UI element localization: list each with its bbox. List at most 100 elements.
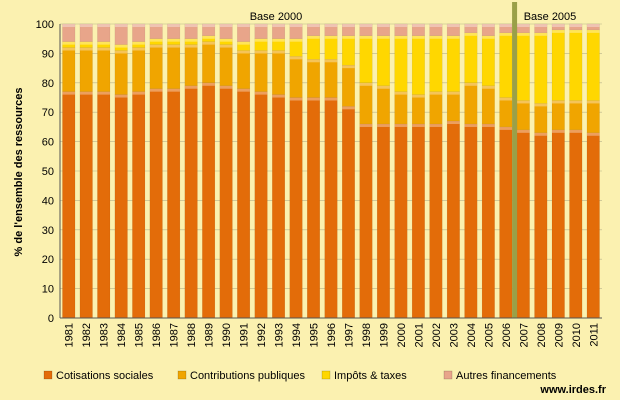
y-tick-label: 100	[36, 19, 54, 31]
x-tick-label: 2005	[483, 323, 495, 347]
y-tick-label: 0	[48, 313, 54, 325]
x-tick-label: 2000	[396, 323, 408, 347]
bar-highlight	[586, 24, 600, 27]
bar-highlight	[377, 85, 390, 89]
x-tick-label: 2006	[501, 323, 513, 347]
bar-segment-cotisations-sociales-1987	[167, 88, 181, 319]
bar-highlight	[202, 35, 215, 39]
bar-highlight	[219, 85, 233, 89]
bar-segment-contributions-publiques-1987	[167, 44, 181, 89]
bar-highlight	[272, 50, 285, 54]
bar-segment-autres-financements-1999	[376, 23, 390, 36]
legend-label: Impôts & taxes	[334, 370, 407, 382]
bar-highlight	[359, 123, 373, 127]
bar-segment-cotisations-sociales-1981	[62, 91, 76, 319]
x-tick-label: 1999	[378, 323, 390, 347]
bar-highlight	[254, 24, 268, 27]
source-credit: www.irdes.fr	[539, 384, 606, 396]
bar-highlight	[202, 82, 215, 86]
bar-segment-imp-ts-taxes-2000	[394, 35, 408, 92]
bar-segment-autres-financements-1987	[167, 23, 181, 39]
bar-segment-cotisations-sociales-1982	[79, 91, 93, 319]
legend-swatch	[177, 370, 187, 380]
bar-highlight	[586, 29, 600, 33]
bar-segment-cotisations-sociales-2001	[411, 123, 425, 319]
bar-highlight	[184, 85, 198, 89]
bar-segment-contributions-publiques-1991	[237, 50, 251, 89]
legend-swatch	[443, 370, 453, 380]
x-tick-label: 2011	[588, 323, 600, 347]
bar-highlight	[132, 47, 145, 51]
bar-highlight	[79, 41, 93, 45]
x-tick-label: 2007	[518, 323, 530, 347]
y-tick-label: 70	[42, 107, 54, 119]
bar-highlight	[289, 97, 303, 101]
bar-highlight	[307, 97, 320, 101]
x-tick-label: 1990	[221, 323, 233, 347]
bar-segment-cotisations-sociales-1998	[359, 123, 373, 319]
bar-segment-cotisations-sociales-2003	[446, 120, 460, 319]
bar-highlight	[237, 88, 250, 92]
x-tick-label: 2003	[448, 323, 460, 347]
bar-segment-cotisations-sociales-1988	[184, 85, 198, 319]
bar-segment-contributions-publiques-2010	[569, 100, 583, 131]
bar-highlight	[394, 24, 408, 27]
bar-segment-cotisations-sociales-2010	[569, 129, 583, 319]
bar-highlight	[324, 35, 338, 39]
bar-highlight	[342, 24, 355, 27]
bar-highlight	[412, 123, 425, 127]
bar-segment-cotisations-sociales-1990	[219, 85, 233, 319]
bar-segment-autres-financements-2009	[551, 23, 565, 31]
bar-highlight	[62, 91, 76, 95]
x-tick-label: 1982	[81, 323, 93, 347]
bar-highlight	[272, 94, 285, 98]
bar-highlight	[149, 88, 163, 92]
x-tick-label: 1995	[309, 323, 321, 347]
x-tick-label: 1991	[239, 323, 251, 347]
x-tick-label: 2002	[431, 323, 443, 347]
y-tick-label: 50	[42, 166, 54, 178]
bar-segment-contributions-publiques-1992	[254, 50, 268, 92]
bar-segment-autres-financements-2004	[464, 23, 478, 34]
x-tick-label: 1989	[204, 323, 216, 347]
bar-segment-autres-financements-1984	[114, 23, 128, 45]
bar-segment-cotisations-sociales-1991	[237, 88, 251, 319]
bar-highlight	[447, 91, 460, 95]
bar-segment-cotisations-sociales-2005	[481, 123, 495, 319]
bar-segment-cotisations-sociales-2007	[516, 129, 530, 319]
bar-highlight	[97, 47, 111, 51]
x-tick-label: 2010	[571, 323, 583, 347]
bar-highlight	[132, 24, 145, 27]
bar-segment-imp-ts-taxes-2003	[446, 35, 460, 92]
bar-highlight	[534, 103, 548, 107]
bar-highlight	[569, 129, 583, 133]
bar-segment-contributions-publiques-1984	[114, 50, 128, 95]
bar-highlight	[97, 24, 111, 27]
bar-highlight	[394, 123, 408, 127]
bar-segment-cotisations-sociales-2004	[464, 123, 478, 319]
bar-segment-imp-ts-taxes-1995	[307, 35, 321, 60]
bar-highlight	[149, 44, 163, 48]
bar-highlight	[359, 24, 373, 27]
annotation-base-2000: Base 2000	[250, 11, 303, 23]
bar-highlight	[307, 35, 320, 39]
y-tick-label: 40	[42, 195, 54, 207]
bar-segment-contributions-publiques-2011	[586, 100, 600, 133]
bar-highlight	[272, 24, 285, 27]
bar-highlight	[79, 24, 93, 27]
bar-segment-autres-financements-1988	[184, 23, 198, 39]
bar-segment-contributions-publiques-1989	[202, 41, 216, 83]
bar-segment-contributions-publiques-1981	[62, 47, 76, 92]
bar-segment-autres-financements-2011	[586, 23, 600, 31]
bar-highlight	[394, 35, 408, 39]
bar-highlight	[412, 24, 425, 27]
x-tick-label: 1998	[361, 323, 373, 347]
bar-highlight	[307, 24, 320, 27]
bar-segment-contributions-publiques-1998	[359, 82, 373, 125]
bar-highlight	[97, 91, 111, 95]
x-tick-label: 1983	[99, 323, 111, 347]
bar-highlight	[517, 129, 530, 133]
legend-swatch	[321, 370, 331, 380]
bar-segment-cotisations-sociales-2002	[429, 123, 443, 319]
